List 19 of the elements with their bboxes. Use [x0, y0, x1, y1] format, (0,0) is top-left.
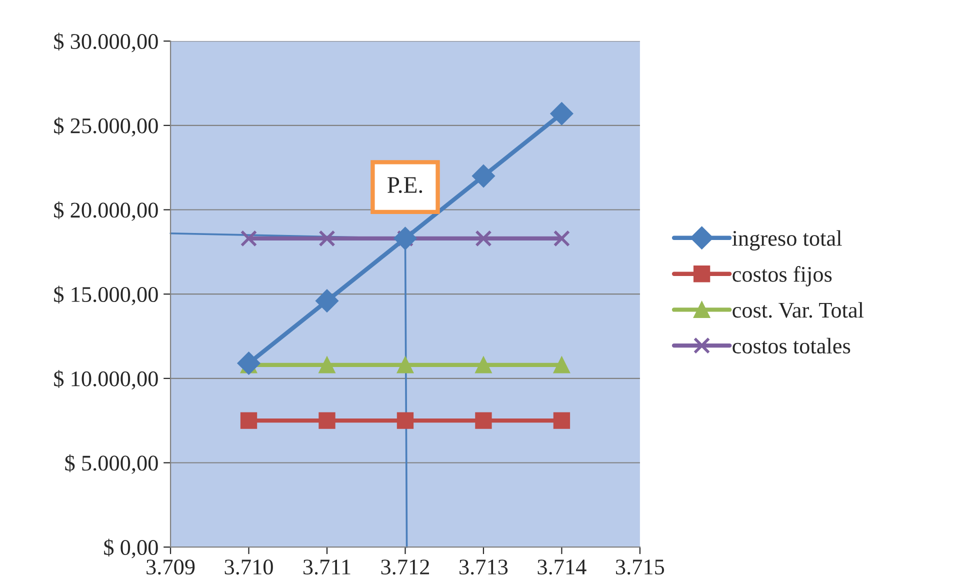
legend-label: costos fijos: [732, 266, 832, 286]
legend-label: ingreso total: [732, 230, 842, 250]
x-tick-label: 3.711: [303, 560, 350, 575]
x-tick-label: 3.712: [381, 560, 430, 575]
legend-label: costos totales: [732, 338, 850, 354]
y-tick-label: $ 5.000,00: [65, 454, 158, 474]
legend-label: cost. Var. Total: [732, 302, 864, 318]
y-tick-label: $ 10.000,00: [54, 370, 158, 390]
annotation: P.E.: [388, 177, 422, 194]
x-tick-label: 3.715: [616, 560, 664, 575]
x-tick-label: 3.714: [538, 560, 586, 575]
y-tick-label: $ 25.000,00: [54, 117, 158, 137]
x-tick-label: 3.713: [460, 560, 508, 575]
y-tick-label: $ 15.000,00: [54, 286, 158, 306]
x-tick-label: 3.709: [146, 560, 195, 575]
y-tick-label: $ 0,00: [104, 538, 158, 558]
y-tick-label: $ 30.000,00: [54, 32, 158, 52]
y-tick-label: $ 20.000,00: [54, 201, 158, 221]
x-tick-label: 3.710: [224, 560, 273, 575]
